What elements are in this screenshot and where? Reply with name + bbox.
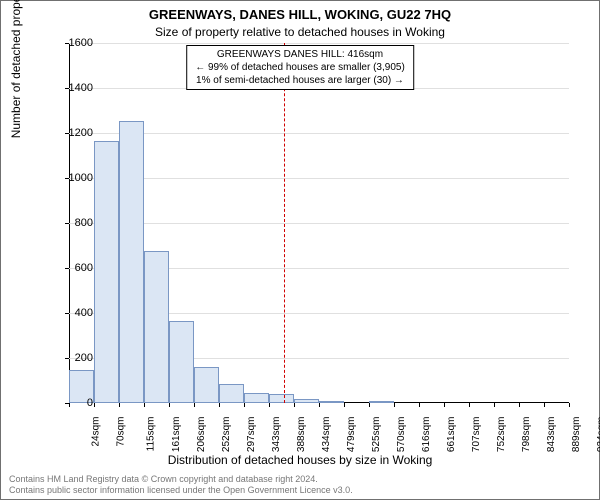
footer-line2: Contains public sector information licen… xyxy=(9,485,353,495)
xtick-mark xyxy=(244,403,245,407)
ytick-label: 1400 xyxy=(53,82,93,94)
gridline xyxy=(69,133,569,134)
histogram-bar xyxy=(169,321,194,403)
xtick-mark xyxy=(369,403,370,407)
histogram-bar xyxy=(269,394,294,403)
ytick-label: 200 xyxy=(53,352,93,364)
histogram-bar xyxy=(294,399,319,404)
xtick-label: 889sqm xyxy=(571,417,582,453)
ytick-label: 1600 xyxy=(53,37,93,49)
histogram-bar xyxy=(119,121,144,403)
ytick-label: 800 xyxy=(53,217,93,229)
histogram-bar xyxy=(219,384,244,403)
xtick-label: 570sqm xyxy=(396,417,407,453)
infobox-line2: ← 99% of detached houses are smaller (3,… xyxy=(195,61,405,74)
xtick-mark xyxy=(144,403,145,407)
ytick-label: 1200 xyxy=(53,127,93,139)
xtick-label: 161sqm xyxy=(171,417,182,453)
xtick-mark xyxy=(269,403,270,407)
xtick-label: 661sqm xyxy=(446,417,457,453)
xtick-mark xyxy=(294,403,295,407)
xtick-mark xyxy=(469,403,470,407)
histogram-bar xyxy=(94,141,119,403)
xtick-label: 843sqm xyxy=(546,417,557,453)
ytick-label: 0 xyxy=(53,397,93,409)
xtick-label: 616sqm xyxy=(421,417,432,453)
histogram-bar xyxy=(244,393,269,403)
gridline xyxy=(69,43,569,44)
page-title: GREENWAYS, DANES HILL, WOKING, GU22 7HQ xyxy=(1,7,599,22)
xtick-mark xyxy=(444,403,445,407)
xtick-mark xyxy=(544,403,545,407)
xtick-label: 115sqm xyxy=(145,417,156,452)
xtick-label: 798sqm xyxy=(521,417,532,453)
footer-line1: Contains HM Land Registry data © Crown c… xyxy=(9,474,353,484)
xtick-label: 388sqm xyxy=(296,417,307,453)
y-axis-title: Number of detached properties xyxy=(9,0,23,138)
infobox-line1: GREENWAYS DANES HILL: 416sqm xyxy=(195,48,405,61)
xtick-mark xyxy=(319,403,320,407)
marker-line xyxy=(284,43,285,403)
infobox-line3: 1% of semi-detached houses are larger (3… xyxy=(195,74,405,87)
xtick-label: 479sqm xyxy=(346,417,357,453)
chart-container: GREENWAYS, DANES HILL, WOKING, GU22 7HQ … xyxy=(0,0,600,500)
chart-plot-area xyxy=(69,43,569,403)
histogram-bar xyxy=(194,367,219,403)
xtick-mark xyxy=(394,403,395,407)
xtick-mark xyxy=(219,403,220,407)
ytick-label: 1000 xyxy=(53,172,93,184)
gridline xyxy=(69,178,569,179)
xtick-label: 434sqm xyxy=(321,417,332,453)
xtick-label: 525sqm xyxy=(371,417,382,453)
ytick-label: 600 xyxy=(53,262,93,274)
xtick-label: 343sqm xyxy=(271,417,282,453)
chart-infobox: GREENWAYS DANES HILL: 416sqm ← 99% of de… xyxy=(186,45,414,90)
histogram-bar xyxy=(369,401,394,403)
xtick-label: 206sqm xyxy=(196,417,207,453)
histogram-bar xyxy=(319,401,344,403)
xtick-mark xyxy=(119,403,120,407)
xtick-mark xyxy=(169,403,170,407)
histogram-bar xyxy=(144,251,169,403)
xtick-label: 752sqm xyxy=(496,417,507,453)
ytick-label: 400 xyxy=(53,307,93,319)
xtick-label: 934sqm xyxy=(596,417,600,453)
xtick-label: 70sqm xyxy=(116,417,127,447)
xtick-mark xyxy=(494,403,495,407)
xtick-mark xyxy=(569,403,570,407)
gridline xyxy=(69,223,569,224)
footer-credits: Contains HM Land Registry data © Crown c… xyxy=(9,474,353,495)
xtick-label: 24sqm xyxy=(91,417,102,447)
xtick-label: 252sqm xyxy=(221,417,232,453)
xtick-mark xyxy=(94,403,95,407)
xtick-mark xyxy=(419,403,420,407)
x-axis-title: Distribution of detached houses by size … xyxy=(1,453,599,467)
xtick-mark xyxy=(519,403,520,407)
xtick-mark xyxy=(194,403,195,407)
xtick-label: 297sqm xyxy=(246,417,257,453)
xtick-mark xyxy=(344,403,345,407)
xtick-label: 707sqm xyxy=(471,417,482,453)
